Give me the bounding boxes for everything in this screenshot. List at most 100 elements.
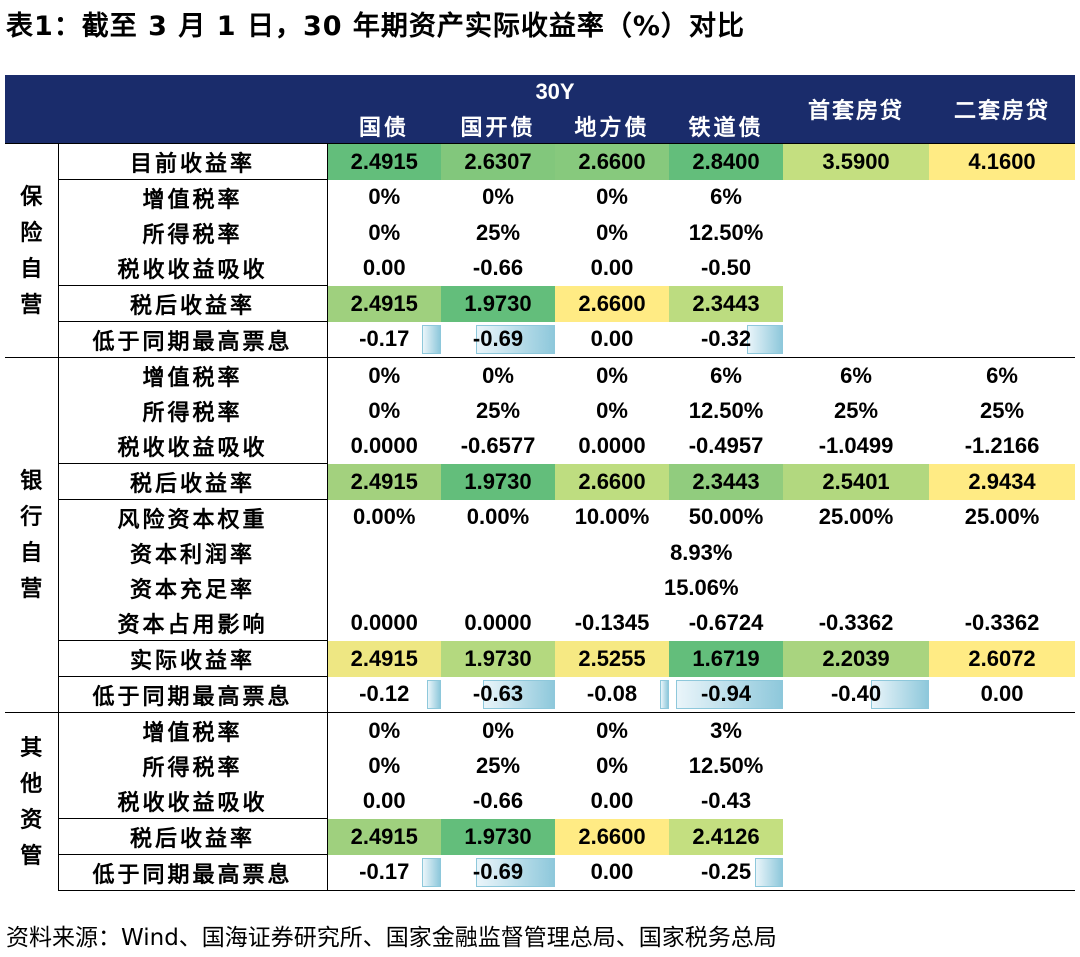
value-cell: 0% (596, 397, 628, 423)
merged-value-cell: 8.93% (670, 539, 733, 565)
row-label: 低于同期最高票息 (57, 676, 328, 713)
value-cell: -0.66 (472, 787, 524, 813)
value-cell: 0.0000 (350, 609, 418, 635)
value-cell: 6% (710, 184, 742, 210)
data-bar (421, 324, 441, 354)
section-label: 银行自营 (5, 357, 59, 713)
value-cell: 4.1600 (929, 143, 1076, 180)
value-cell: -0.3362 (818, 609, 894, 635)
value-cell: 2.2039 (783, 640, 930, 677)
data-bar (476, 324, 555, 354)
value-cell: 2.4915 (327, 818, 441, 855)
value-cell: 2.6600 (555, 143, 669, 180)
value-cell: 10.00% (574, 504, 650, 530)
section-label: 其他资管 (5, 712, 59, 891)
row-label: 所得税率 (57, 393, 328, 428)
bar-cell: -0.94 (669, 676, 784, 713)
row-label: 资本充足率 (57, 570, 328, 605)
value-cell: -1.2166 (964, 432, 1040, 458)
value-cell: 1.9730 (441, 640, 555, 677)
cell-value: -0.32 (700, 326, 752, 352)
row-label: 增值税率 (57, 712, 328, 748)
row-label: 税后收益率 (57, 463, 328, 500)
header-corner (5, 75, 327, 144)
table-row: 增值税率 0% 0% 0% 6% (5, 179, 1075, 216)
value-cell (929, 215, 1075, 250)
value-cell (929, 819, 1075, 855)
value-cell (783, 215, 929, 250)
header-treasury: 国债 (327, 109, 441, 144)
value-cell: 0% (596, 219, 628, 245)
row-label: 所得税率 (57, 748, 328, 783)
header-railway-bond: 铁道债 (669, 109, 784, 144)
value-cell (783, 783, 929, 819)
value-cell (929, 180, 1075, 216)
table-row: 所得税率 0% 25% 0% 12.50% (5, 748, 1075, 783)
cell-value: -0.69 (472, 326, 524, 352)
bar-cell: -0.25 (669, 854, 784, 891)
value-cell: 0% (368, 752, 401, 778)
value-cell: 25% (980, 397, 1025, 423)
value-cell: -0.4957 (688, 432, 764, 458)
value-cell: 1.9730 (441, 285, 555, 322)
table-row: 所得税率 0% 25% 0% 12.50% 25% 25% (5, 393, 1075, 428)
bar-cell: -0.40 (783, 676, 930, 713)
section-label: 保险自营 (5, 143, 59, 358)
table-row: 银行自营增值税率 0% 0% 0% 6% 6% 6% (5, 357, 1076, 713)
data-bar (427, 679, 441, 709)
table-row: 税后收益率 2.4915 1.9730 2.6600 2.3443 (5, 285, 1075, 322)
table-body: 保险自营目前收益率 2.4915 2.6307 2.6600 2.8400 3.5900 4… (5, 143, 1076, 891)
bar-cell: -0.63 (441, 676, 555, 713)
value-cell: 1.6719 (669, 640, 784, 677)
data-bar (870, 679, 930, 709)
header-first-mortgage: 首套房贷 (783, 75, 930, 144)
value-cell: 0.00 (590, 787, 634, 813)
value-cell: 12.50% (688, 397, 764, 423)
cell-value: -0.40 (830, 681, 882, 707)
value-cell: 0.00% (353, 504, 416, 530)
row-label: 目前收益率 (57, 143, 328, 180)
value-cell: 6% (929, 357, 1076, 393)
table-row: 低于同期最高票息 -0.17 -0.69 0.00 -0.32 (5, 321, 1076, 358)
value-cell: 25% (475, 219, 521, 245)
value-cell: 2.6600 (555, 285, 669, 322)
header-local-bond: 地方债 (555, 109, 669, 144)
value-cell: 0.00 (929, 676, 1076, 713)
value-cell: 2.5255 (555, 640, 669, 677)
value-cell: -0.50 (700, 254, 752, 280)
table-row: 实际收益率 2.4915 1.9730 2.5255 1.6719 2.2039 2.607… (5, 640, 1076, 677)
value-cell: 0% (596, 184, 628, 210)
value-cell: 2.4915 (327, 143, 441, 180)
value-cell: 2.3443 (669, 463, 784, 500)
cell-value: -0.12 (359, 681, 410, 707)
table-row: 税收收益吸收 0.00 -0.66 0.00 -0.43 (5, 783, 1075, 819)
value-cell: 0% (555, 357, 669, 393)
value-cell: 2.6600 (555, 463, 669, 500)
value-cell (929, 321, 1076, 358)
row-label: 所得税率 (57, 215, 328, 250)
value-cell (783, 321, 930, 358)
value-cell (783, 748, 929, 783)
value-cell: 0% (555, 712, 669, 748)
value-cell: -0.43 (700, 787, 752, 813)
value-cell: -0.1345 (574, 609, 650, 635)
value-cell: 0% (368, 397, 401, 423)
value-cell: 2.4915 (327, 463, 441, 500)
value-cell: 25% (475, 752, 521, 778)
row-label: 资本占用影响 (57, 605, 328, 641)
value-cell: -0.66 (472, 254, 524, 280)
header-30y: 30Y (327, 75, 784, 109)
table-row: 保险自营目前收益率 2.4915 2.6307 2.6600 2.8400 3.5900 4… (5, 143, 1076, 358)
value-cell: -1.0499 (818, 432, 894, 458)
table-row: 其他资管增值税率 0% 0% 0% 3% (5, 712, 1076, 891)
value-cell: 1.9730 (441, 818, 555, 855)
table-row: 税后收益率 2.4915 1.9730 2.6600 2.4126 (5, 818, 1075, 855)
data-bar (754, 857, 784, 887)
row-label: 税后收益率 (57, 285, 328, 322)
cell-value: -0.08 (586, 681, 638, 707)
table-row: 所得税率 0% 25% 0% 12.50% (5, 215, 1075, 250)
value-cell: 2.3443 (669, 285, 784, 322)
cell-value: -0.17 (359, 859, 410, 885)
table-row: 资本充足率 15.06% (5, 570, 1075, 605)
value-cell: 0.0000 (578, 432, 646, 458)
